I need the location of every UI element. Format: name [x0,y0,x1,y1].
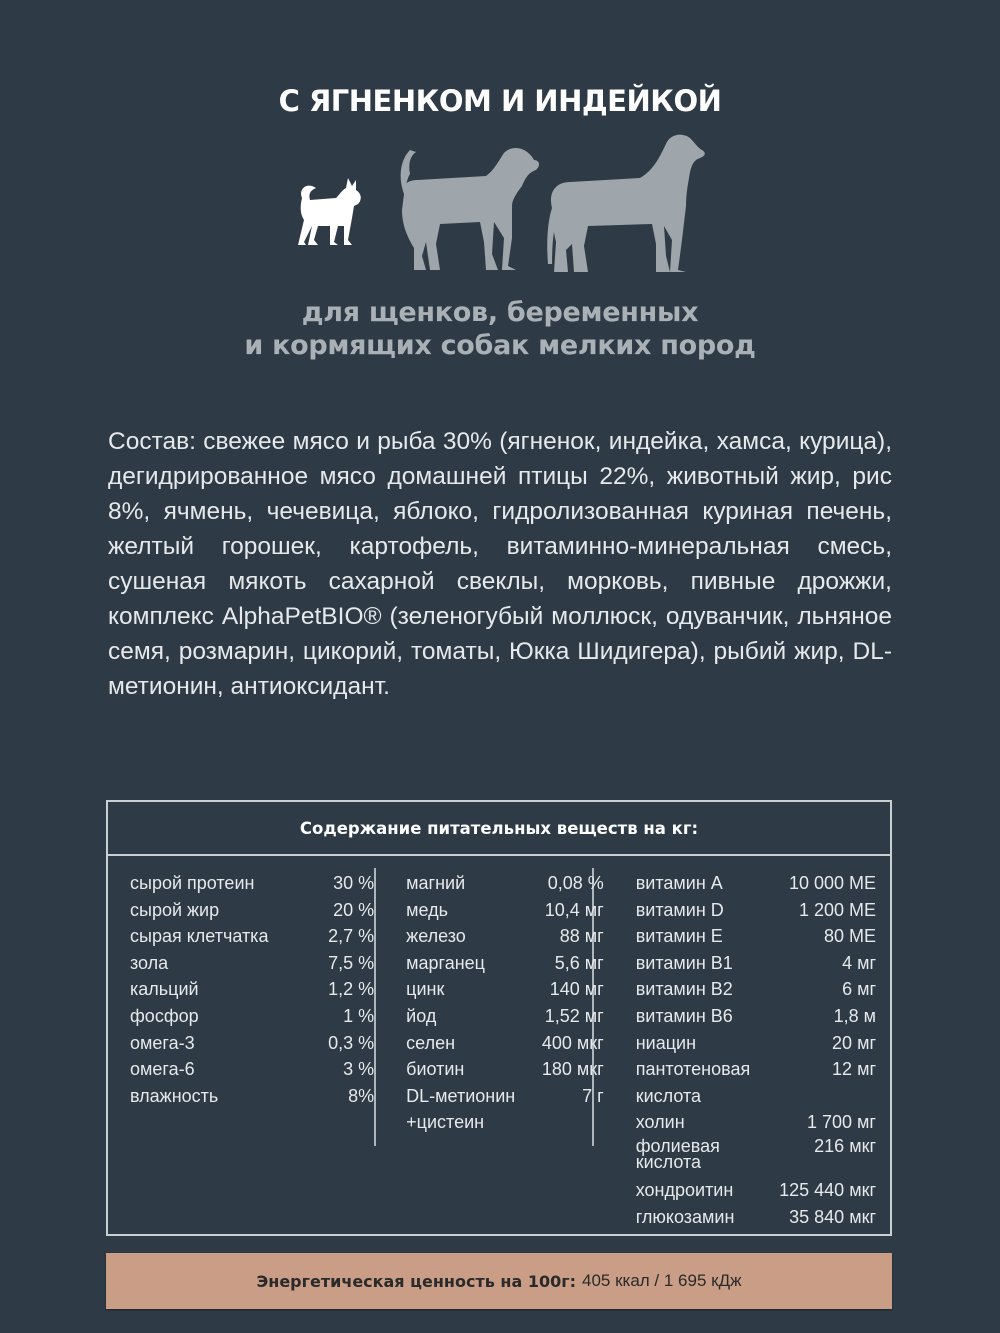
nutrient-row: фолиевая кислота 216 мкг [635,1135,877,1172]
nutrients-columns: сырой протеин 30 % сырой жир 20 % сырая кл… [108,856,890,1230]
column-divider [374,868,376,1146]
target-audience: для щенков, беременных и кормящих собак … [0,296,1000,362]
nutrient-row: витамин B6 1,8 м [635,1005,877,1026]
nutrient-row: омега-3 0,3 % [130,1032,375,1053]
nutrients-column-minerals: магний 0,08 % медь 10,4 мг железо 88 мг мар… [388,870,618,1230]
nutrient-row: зола 7,5 % [130,952,375,973]
nutrient-row: холин 1 700 мг [635,1112,877,1133]
nutrient-row: сырой протеин 30 % [130,873,375,893]
nutrient-row: витамин E 80 МЕ [635,926,877,947]
product-title: С ЯГНЕНКОМ И ИНДЕЙКОЙ [278,84,722,118]
nutrient-row: омега-6 3 % [130,1059,375,1080]
column-divider [592,868,594,1146]
nutrient-row: хондроитин 125 440 мкг [635,1179,877,1200]
energy-value-bar: Энергетическая ценность на 100г: 405 кка… [106,1253,892,1309]
nutrient-row: влажность 8% [130,1085,375,1106]
nutrient-row: кальций 1,2 % [130,979,375,1000]
nutrient-row: витамин B1 4 мг [635,952,877,973]
nutrient-row: сырой жир 20 % [130,899,375,920]
dog-size-icons [298,134,705,272]
nutrient-row: медь 10,4 мг [406,899,604,920]
nutrient-row: фосфор 1 % [130,1005,375,1026]
nutrient-row: пантотеновая 12 мг [635,1059,877,1080]
large-dog-icon [547,134,705,272]
nutrient-row: витамин B2 6 мг [635,979,877,1000]
nutrient-row: йод 1,52 мг [406,1005,604,1026]
nutrient-row: марганец 5,6 мг [406,952,604,973]
nutrient-row: +цистеин [406,1112,485,1133]
nutrient-row: биотин 180 мкг [406,1059,604,1080]
small-dog-icon [298,178,361,245]
nutrient-row: глюкозамин 35 840 мкг [635,1206,877,1227]
nutrient-row: ниацин 20 мг [635,1032,877,1053]
nutrients-column-macros: сырой протеин 30 % сырой жир 20 % сырая кл… [108,870,388,1230]
nutrients-table: Содержание питательных веществ на кг: сы… [106,800,892,1236]
nutrient-row: селен 400 мкг [406,1032,604,1053]
energy-label: Энергетическая ценность на 100г: [256,1271,576,1291]
nutrient-row: витамин A 10 000 МЕ [635,873,877,893]
subtitle-line-1: для щенков, беременных [301,297,699,328]
nutrients-table-header: Содержание питательных веществ на кг: [108,802,890,856]
medium-dog-icon [400,148,540,270]
nutrient-row: цинк 140 мг [406,979,604,1000]
nutrient-row: DL-метионин 7 г [406,1085,604,1106]
energy-value: 405 ккал / 1 695 кДж [581,1271,742,1290]
subtitle-line-2: и кормящих собак мелких пород [244,330,756,361]
nutrient-row: кислота [635,1085,702,1106]
nutrient-row: магний 0,08 % [406,873,604,893]
nutrient-row: железо 88 мг [406,926,604,947]
nutrient-row: сырая клетчатка 2,7 % [130,926,375,947]
composition-text: Состав: свежее мясо и рыба 30% (ягненок,… [108,428,892,700]
